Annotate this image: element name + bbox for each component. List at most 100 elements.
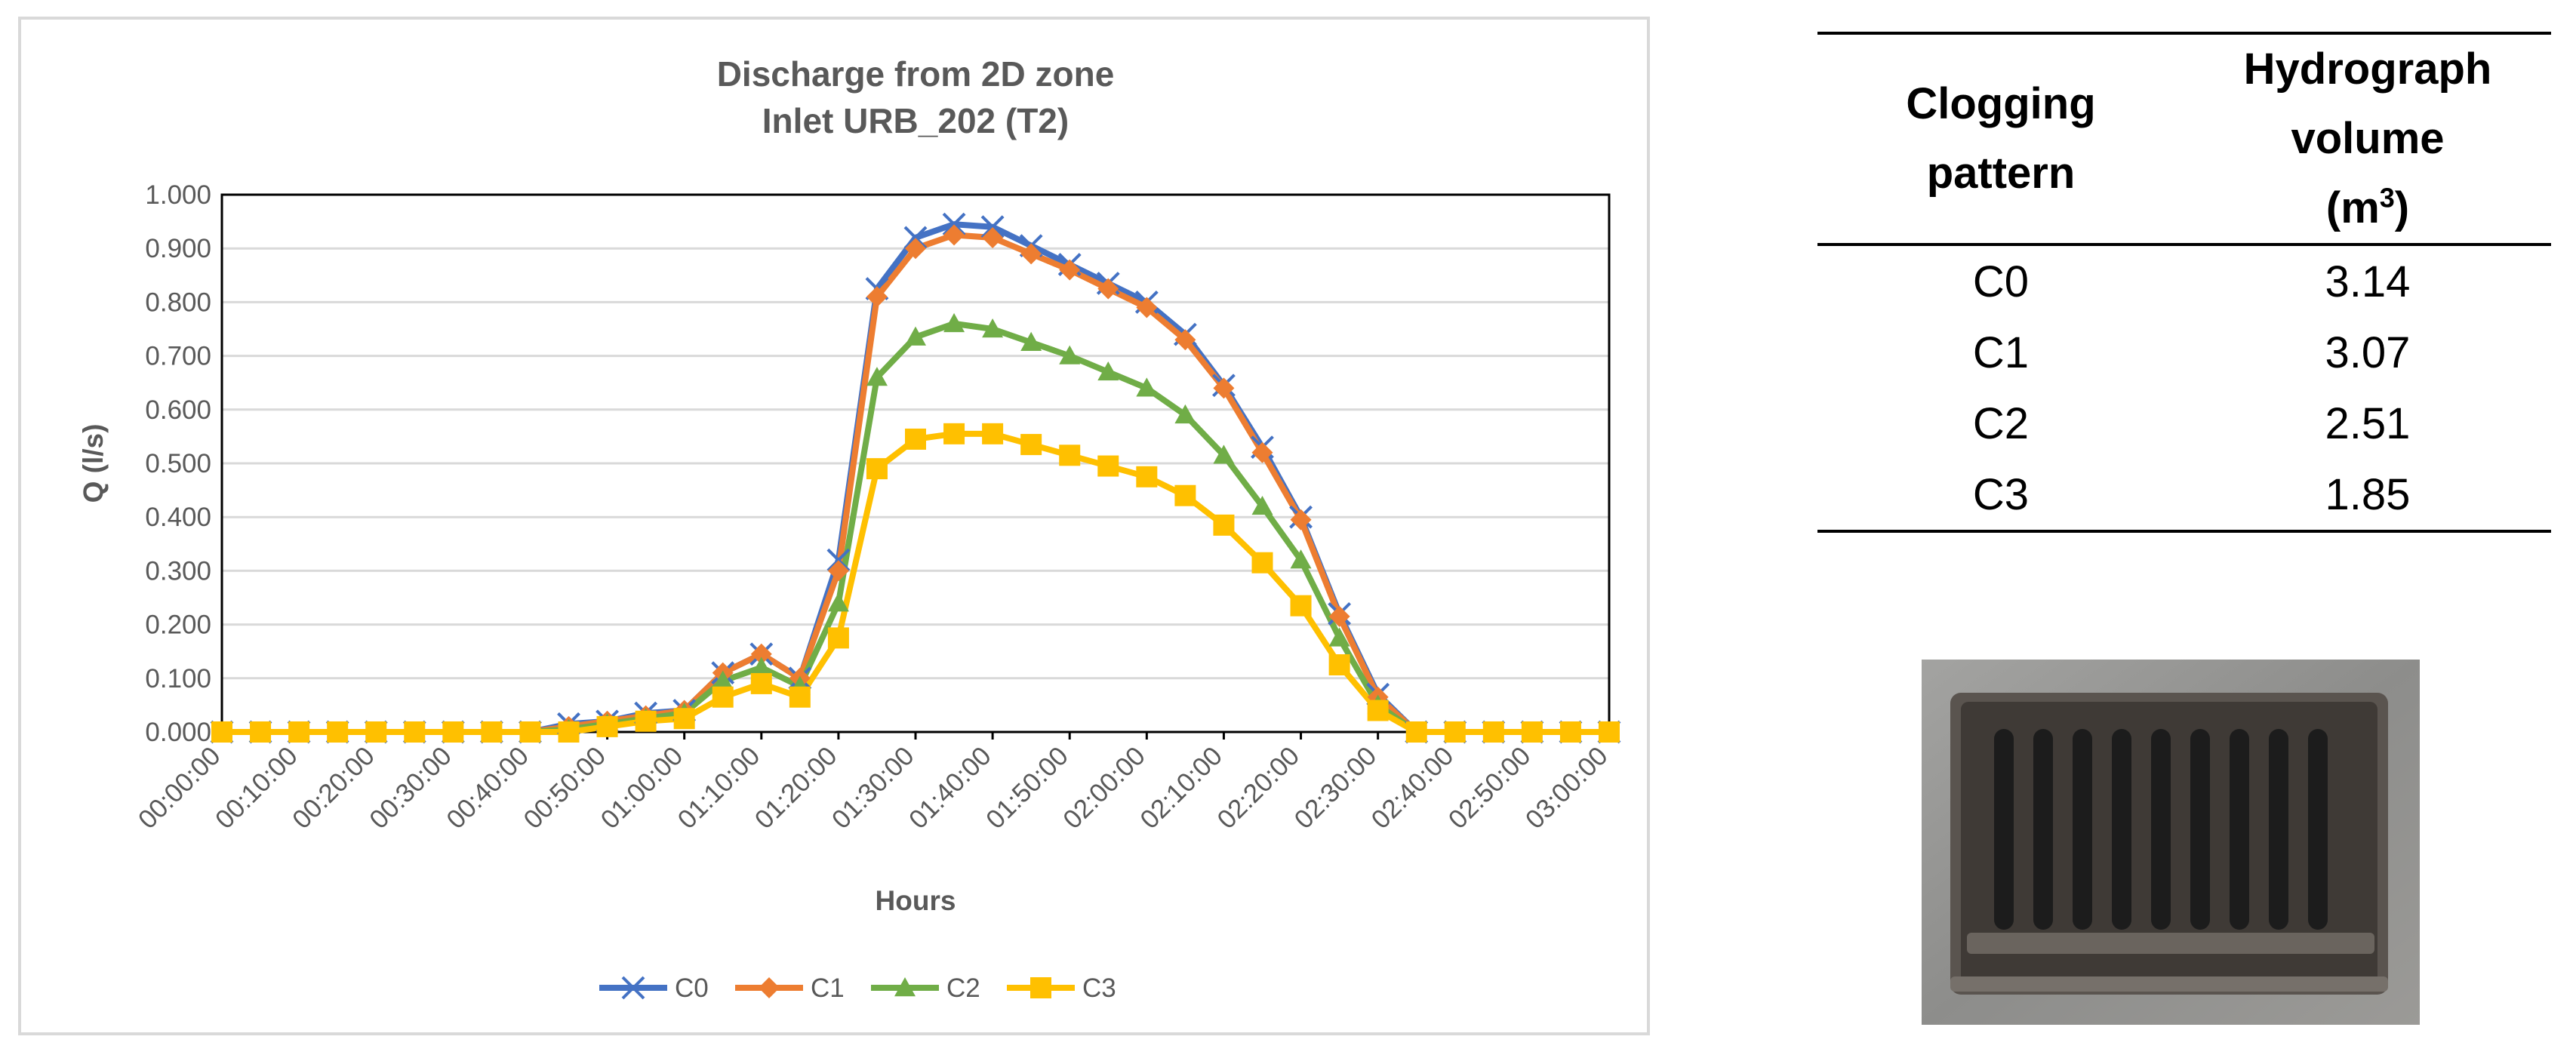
x-tick-label: 02:20:00 (1211, 741, 1305, 835)
x-axis-title: Hours (876, 885, 956, 916)
data-point-c3 (1290, 595, 1312, 617)
data-point-c1 (750, 643, 772, 665)
data-point-c2 (866, 367, 888, 386)
grate-slot (2033, 729, 2053, 930)
series-line-c3 (222, 430, 1609, 735)
data-point-c2 (982, 318, 1004, 338)
pattern-cell: C1 (1972, 328, 2030, 377)
data-point-c2 (1136, 377, 1158, 397)
data-point-c1 (982, 226, 1004, 248)
data-point-c1 (1136, 297, 1158, 318)
data-point-c3 (750, 672, 772, 694)
data-point-c1 (905, 238, 926, 260)
data-point-c2 (1251, 495, 1273, 515)
data-point-c1 (1059, 259, 1081, 281)
discharge-chart: Discharge from 2D zone Inlet URB_202 (T2)… (78, 54, 1621, 1003)
grate-inlet-photo (1922, 660, 2420, 1025)
data-point-c3 (519, 721, 541, 743)
x-tick-label: 00:40:00 (441, 741, 534, 835)
y-tick-label: 1.000 (145, 180, 211, 210)
data-point-c3 (982, 423, 1004, 444)
data-point-c2 (1174, 404, 1196, 424)
x-tick-label: 00:00:00 (133, 741, 226, 835)
pattern-cell: C2 (1972, 398, 2030, 448)
grate-slot (2230, 729, 2249, 930)
x-tick-label: 02:40:00 (1366, 741, 1460, 835)
data-point-c3 (1405, 721, 1427, 743)
legend-label: C0 (675, 973, 709, 1003)
pattern-cell: C3 (1817, 459, 2184, 533)
header-clogging-pattern: Clogging pattern (1817, 32, 2184, 246)
legend-label: C3 (1082, 973, 1116, 1003)
y-tick-label: 0.000 (145, 718, 211, 747)
table-row: C3 1.85 (1817, 459, 2551, 533)
x-tick-label: 01:50:00 (980, 741, 1074, 835)
data-point-c1 (827, 560, 849, 582)
data-point-c2 (1328, 627, 1350, 647)
y-tick-label: 0.800 (145, 288, 211, 317)
data-point-c3 (365, 721, 387, 743)
legend-marker (621, 976, 645, 1000)
data-point-c2 (1020, 331, 1042, 351)
grate-slot (2151, 729, 2171, 930)
grate-slots (1994, 729, 2328, 930)
data-point-c1 (943, 224, 965, 246)
data-point-c2 (1097, 361, 1119, 381)
data-point-c3 (404, 721, 426, 743)
y-tick-label: 0.600 (145, 395, 211, 425)
data-point-c3 (1020, 434, 1042, 456)
data-point-c3 (1599, 721, 1620, 743)
data-point-c3 (789, 686, 811, 708)
series-line-c2 (222, 320, 1609, 735)
x-tick-label: 00:30:00 (364, 741, 457, 835)
data-point-c2 (1213, 444, 1235, 464)
volume-cell: 3.07 (2325, 328, 2411, 377)
x-tick-label: 02:00:00 (1057, 741, 1151, 835)
data-point-c3 (905, 428, 926, 450)
chart-title-line: Inlet URB_202 (T2) (762, 101, 1069, 140)
legend-label: C2 (946, 973, 980, 1003)
hydrograph-volume-table: Clogging pattern Hydrograph volume (m3) … (1817, 32, 2551, 533)
data-point-c1 (1174, 329, 1196, 351)
y-tick-label: 0.700 (145, 342, 211, 371)
y-tick-label: 0.500 (145, 449, 211, 478)
y-tick-label: 0.300 (145, 556, 211, 586)
data-point-c3 (1444, 721, 1466, 743)
data-point-c2 (750, 657, 772, 676)
legend-marker (759, 977, 780, 998)
x-tick-label: 01:10:00 (672, 741, 766, 835)
data-point-c2 (1059, 345, 1081, 364)
data-point-c0 (903, 226, 928, 250)
x-tick-label: 02:30:00 (1288, 741, 1382, 835)
data-point-c3 (1251, 552, 1273, 574)
y-tick-label: 0.100 (145, 664, 211, 693)
data-point-c3 (1328, 654, 1350, 675)
data-point-c0 (980, 215, 1005, 239)
data-point-c3 (1213, 514, 1235, 536)
x-tick-label: 01:40:00 (903, 741, 997, 835)
data-point-c2 (827, 592, 849, 612)
data-point-c3 (1136, 466, 1158, 487)
data-point-c3 (1097, 455, 1119, 477)
grate-slot (1994, 729, 2014, 930)
data-point-c1 (1213, 377, 1235, 399)
data-point-c1 (1020, 243, 1042, 265)
grate-slot (2112, 729, 2131, 930)
x-tick-label: 01:20:00 (749, 741, 843, 835)
legend-marker (894, 977, 916, 997)
table-row: C2 2.51 (1817, 388, 2551, 459)
data-point-c3 (481, 721, 503, 743)
data-point-c1 (1328, 605, 1350, 627)
volume-cell: 1.85 (2184, 459, 2551, 533)
y-tick-label: 0.400 (145, 503, 211, 532)
table-header-row: Clogging pattern Hydrograph volume (m3) (1817, 32, 2551, 246)
chart-title-line: Discharge from 2D zone (717, 54, 1115, 94)
data-point-c2 (1290, 549, 1312, 569)
grate-inlet-image (1922, 660, 2420, 1025)
data-point-c3 (1559, 721, 1581, 743)
y-tick-label: 0.200 (145, 610, 211, 640)
x-tick-label: 02:50:00 (1443, 741, 1537, 835)
data-point-c1 (866, 286, 888, 308)
grate-slot (2308, 729, 2328, 930)
data-point-c3 (827, 627, 849, 649)
